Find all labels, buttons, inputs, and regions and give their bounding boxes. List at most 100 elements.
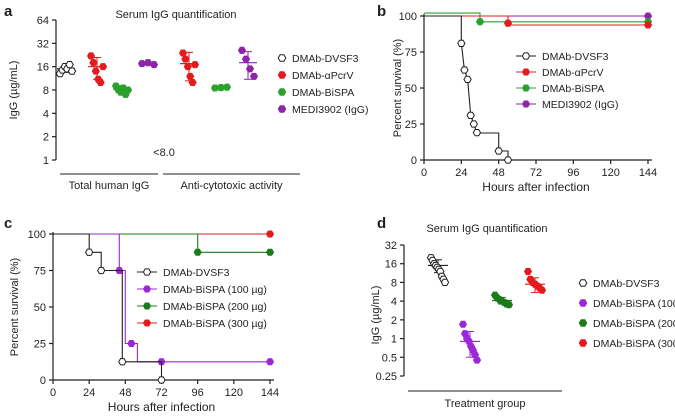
survival-line: [424, 12, 648, 23]
data-point: [123, 86, 133, 94]
panel-label: d: [377, 215, 386, 232]
data-point: [643, 12, 653, 20]
y-tick-label: 75: [405, 47, 417, 59]
legend-entry: DMAb-BiSPA: [542, 83, 604, 95]
legend-entry: MEDI3902 (IgG): [292, 104, 368, 116]
data-point: [472, 356, 482, 364]
data-point: [457, 39, 466, 47]
legend-marker: [277, 88, 287, 96]
data-point: [65, 61, 74, 69]
data-point: [91, 67, 100, 75]
legend-entry: DMAb-DVSF3: [292, 53, 359, 65]
y-tick-label: 0: [411, 155, 417, 167]
data-point: [137, 60, 147, 68]
panel-label: a: [4, 3, 13, 20]
data-point: [469, 120, 478, 128]
x-tick-label: 120: [225, 387, 243, 399]
legend-entry: DMAb-DVSF3: [163, 267, 230, 279]
x-tick-label: 72: [155, 387, 167, 399]
y-tick-label: 25: [34, 339, 46, 351]
x-tick-label: 96: [567, 167, 579, 179]
data-point: [537, 286, 547, 294]
x-axis-label: Treatment group: [445, 398, 526, 410]
legend-marker: [277, 54, 287, 62]
data-point: [216, 84, 226, 92]
legend-entry: DMAb-BiSPA (300 µg): [593, 338, 675, 350]
x-tick-label: 0: [50, 387, 56, 399]
y-axis-label: Percent survival (%): [9, 258, 21, 356]
x-tick-label: 144: [639, 167, 657, 179]
panel-label: c: [4, 215, 12, 232]
legend-entry: DMAb-DVSF3: [542, 51, 609, 63]
data-point: [463, 75, 472, 83]
legend-entry: DMAb-BiSPA (100 µg): [163, 284, 267, 296]
survival-line: [424, 15, 509, 160]
data-point: [265, 358, 275, 366]
data-point: [466, 111, 475, 119]
survival-line: [424, 15, 648, 26]
x-tick-label: 120: [601, 167, 619, 179]
y-axis-label: IgG (µg/mL): [370, 286, 382, 345]
data-point: [237, 46, 247, 54]
data-point: [193, 248, 202, 256]
y-tick-label: 0: [40, 375, 46, 387]
y-tick-label: 4: [43, 108, 49, 120]
data-point: [241, 55, 251, 63]
data-point: [186, 72, 195, 80]
annotation: <8.0: [153, 147, 175, 159]
y-tick-label: 1: [391, 334, 397, 346]
data-point: [97, 266, 106, 275]
y-tick-label: 1: [43, 155, 49, 167]
data-point: [249, 72, 259, 80]
y-tick-label: 0.25: [376, 371, 397, 383]
data-point: [210, 84, 220, 92]
legend-entry: DMAb-DVSF3: [593, 278, 660, 290]
legend-marker: [521, 100, 531, 108]
legend-marker: [578, 339, 588, 347]
data-point: [118, 358, 127, 366]
legend-marker: [277, 71, 287, 79]
data-point: [503, 156, 513, 164]
x-tick-label: 48: [493, 167, 505, 179]
x-tick-label: 96: [192, 387, 204, 399]
y-tick-label: 16: [37, 62, 49, 74]
legend-entry: MEDI3902 (IgG): [542, 99, 618, 111]
panel-b: b 0 25 50 75 100 0 24 48 72 96 120 144 Hours after in…: [377, 3, 657, 194]
data-point: [149, 61, 159, 69]
data-point: [504, 301, 514, 309]
x-tick-label: 0: [421, 167, 427, 179]
y-tick-label: 2: [391, 315, 397, 327]
data-point: [183, 63, 192, 71]
legend-entry: DMAb-αPcrV: [542, 67, 604, 79]
legend-entry: DMAb-BiSPA: [292, 87, 354, 99]
data-point: [98, 63, 108, 71]
legend-marker: [521, 84, 531, 92]
y-tick-label: 16: [385, 259, 397, 271]
data-point: [181, 55, 190, 63]
data-point: [503, 19, 513, 27]
y-tick-label: 25: [405, 119, 417, 131]
chart-title: Serum IgG quantification: [115, 9, 236, 21]
legend-marker: [142, 319, 152, 327]
y-tick-label: 100: [28, 229, 46, 241]
data-point: [475, 18, 485, 26]
legend-marker: [578, 279, 588, 287]
panel-d: d 0.25 0.5 1 2 4 8 16 32 IgG (µg/mL) Serum IgG qua…: [370, 215, 675, 410]
group-label: Total human IgG: [69, 180, 150, 192]
x-tick-label: 48: [119, 387, 131, 399]
chart-title: Serum IgG quantification: [426, 223, 547, 235]
data-point: [89, 59, 98, 67]
data-point: [222, 83, 232, 91]
legend-marker: [578, 299, 588, 307]
legend-entry: DMAb-BiSPA (100 µg): [593, 298, 675, 310]
panel-c: c 0 25 50 75 100 0 24 48 72 96 120 144 Hours after in…: [4, 215, 279, 414]
x-tick-label: 72: [530, 167, 542, 179]
data-point: [265, 230, 275, 238]
y-tick-label: 32: [385, 240, 397, 252]
y-tick-label: 8: [391, 277, 397, 289]
x-tick-label: 144: [261, 387, 279, 399]
x-axis-label: Hours after infection: [108, 400, 215, 414]
survival-line: [53, 233, 270, 253]
panel-label: b: [377, 3, 386, 20]
legend-entry: DMAb-BiSPA (200 µg): [163, 301, 267, 313]
